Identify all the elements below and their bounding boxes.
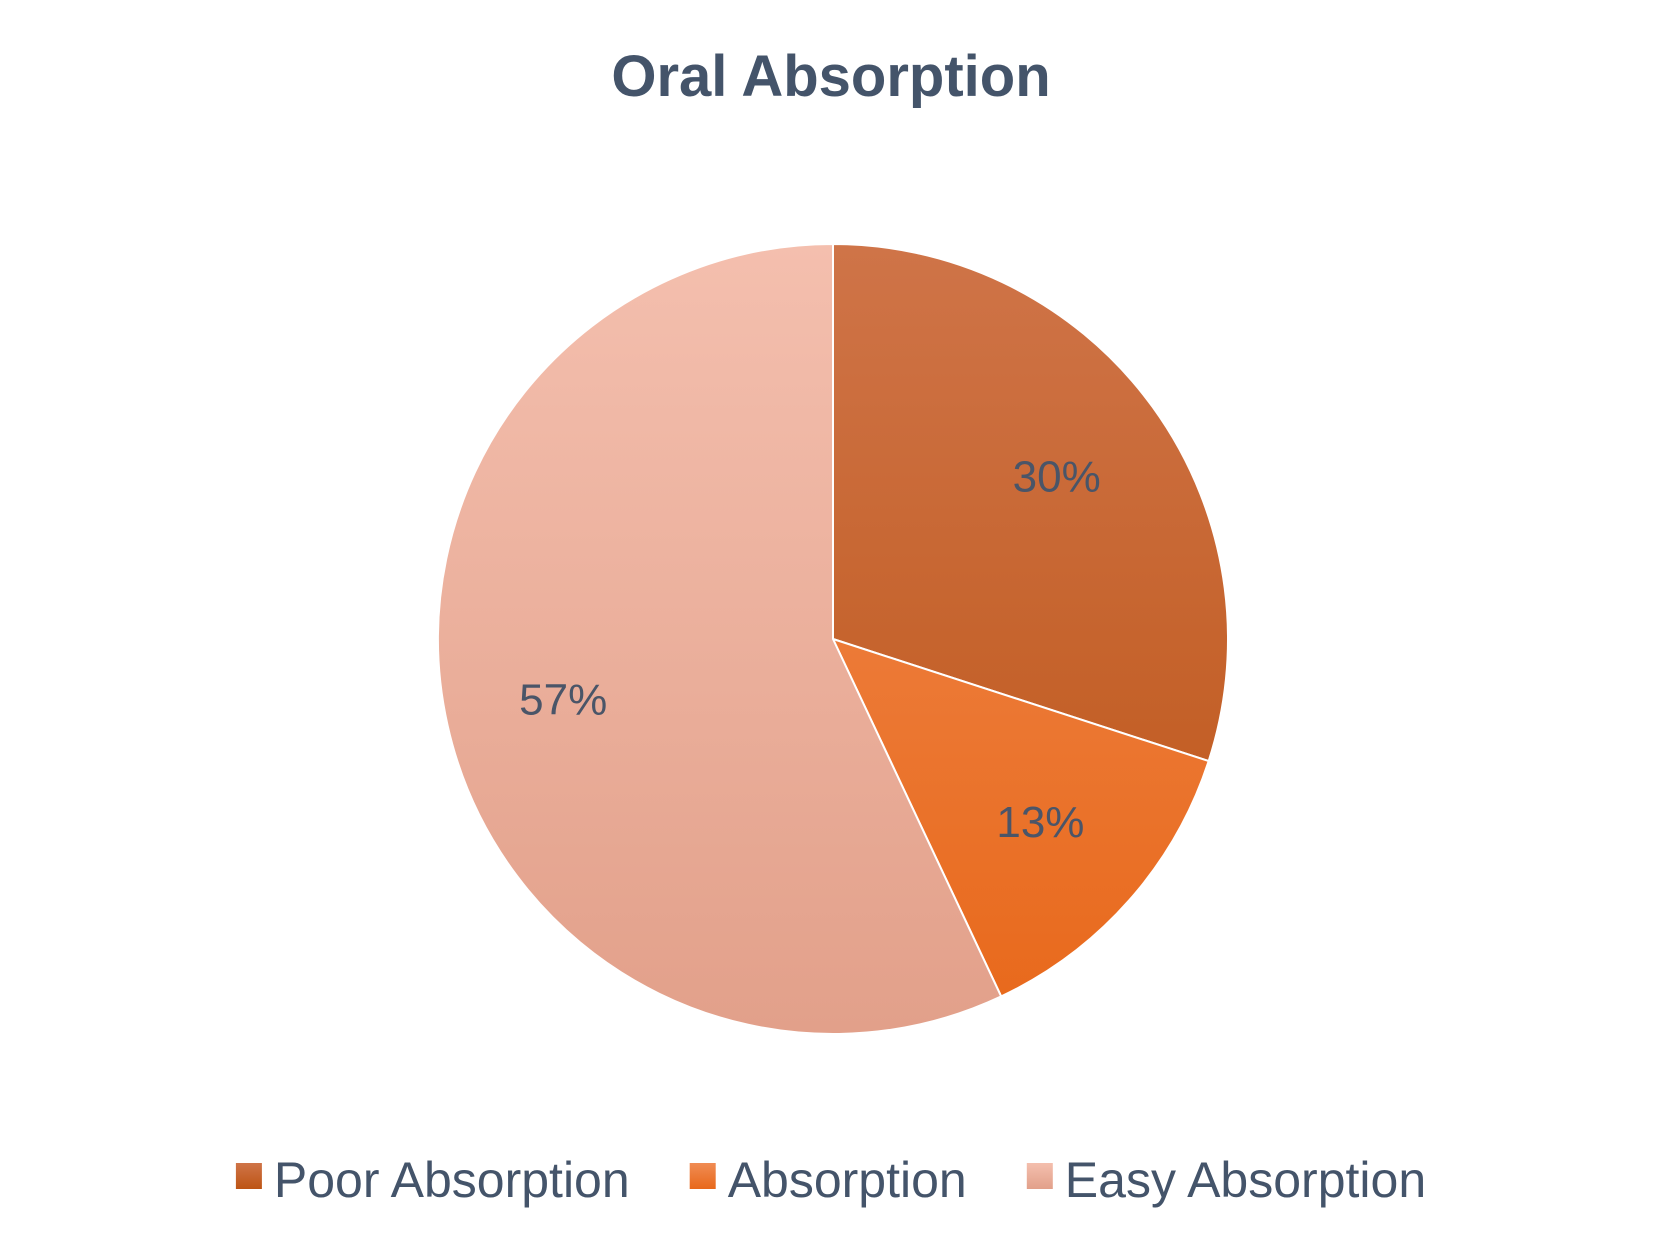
legend-item-poor-absorption: Poor Absorption — [235, 1152, 630, 1208]
pie-slice-easy-absorption — [437, 242, 1003, 1035]
legend-item-easy-absorption: Easy Absorption — [1026, 1152, 1426, 1208]
legend-swatch-absorption — [689, 1163, 716, 1189]
pie-slices — [437, 242, 1229, 1035]
legend-swatch-easy-absorption — [1026, 1163, 1053, 1189]
pie-slice-poor-absorption — [832, 242, 1229, 763]
legend-item-absorption: Absorption — [689, 1152, 967, 1208]
pie-slice-absorption — [831, 637, 1210, 998]
chart-title: Oral Absorption — [611, 44, 1050, 109]
legend-label-poor-absorption: Poor Absorption — [274, 1152, 630, 1208]
legend-label-easy-absorption: Easy Absorption — [1065, 1152, 1426, 1208]
data-labels: 30% 13% 57% — [519, 453, 1101, 847]
data-label-easy-absorption: 57% — [519, 675, 607, 724]
data-label-poor-absorption: 30% — [1013, 453, 1101, 502]
legend: Poor Absorption Absorption Easy Absorption — [235, 1152, 1426, 1208]
legend-label-absorption: Absorption — [728, 1152, 967, 1208]
legend-swatch-poor-absorption — [235, 1163, 262, 1189]
data-label-absorption: 13% — [996, 798, 1084, 847]
